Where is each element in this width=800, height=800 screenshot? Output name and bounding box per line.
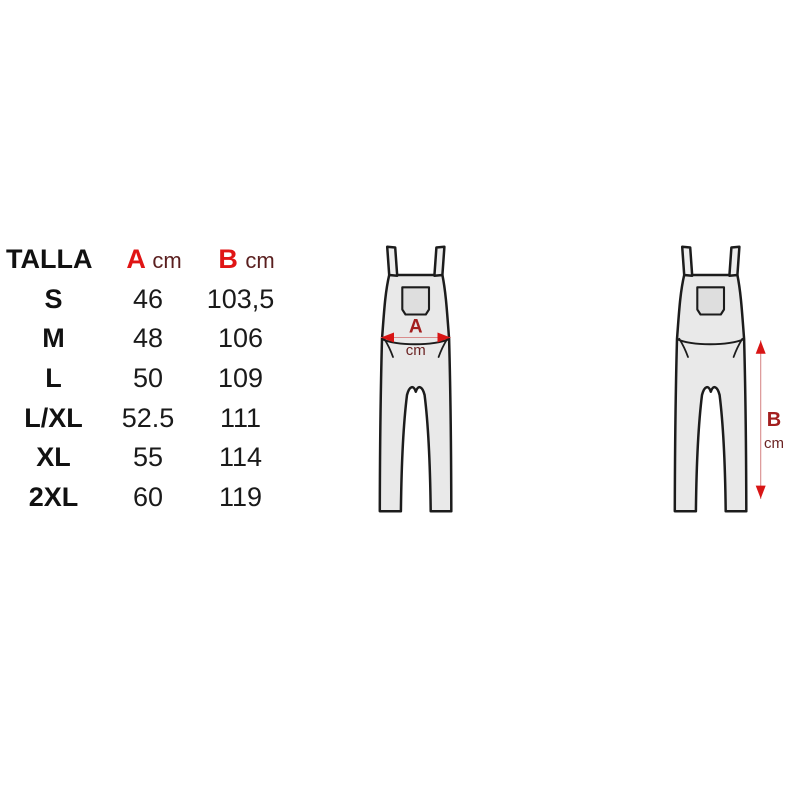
svg-text:cm: cm bbox=[764, 435, 784, 452]
svg-text:B: B bbox=[766, 409, 780, 431]
svg-text:A: A bbox=[409, 317, 423, 338]
svg-text:cm: cm bbox=[406, 342, 426, 359]
